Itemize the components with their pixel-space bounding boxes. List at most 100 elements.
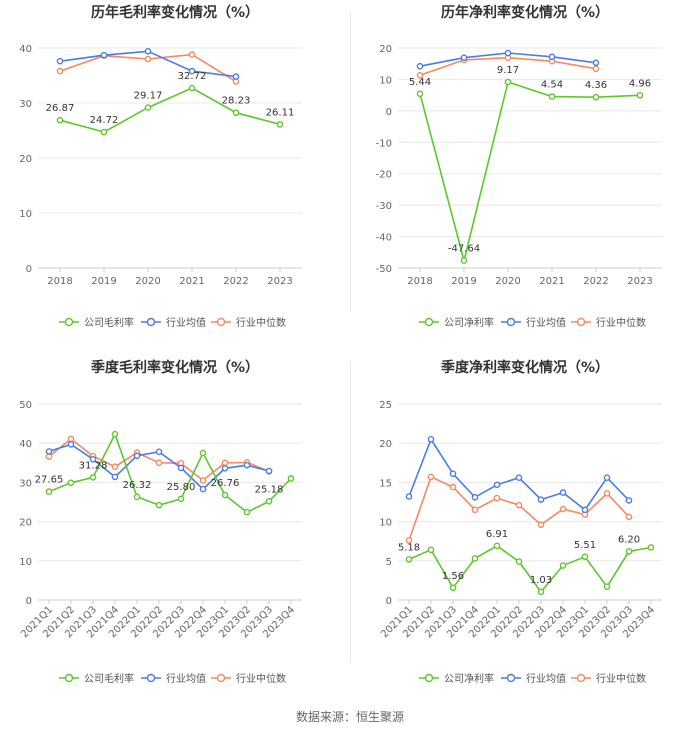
data-point-industry_avg (188, 67, 196, 75)
y-tick-label: 0 (386, 596, 392, 607)
data-point-industry_median (155, 459, 163, 467)
data-point-industry_median (559, 505, 567, 513)
data-source: 数据来源：恒生聚源 (295, 710, 404, 724)
y-tick-label: 40 (19, 44, 32, 55)
data-label: 4.54 (541, 80, 563, 91)
data-point-industry_avg (67, 441, 75, 448)
data-point-company (67, 479, 75, 487)
data-point-industry_avg (133, 452, 141, 460)
data-point-company (537, 588, 545, 596)
y-tick-label: 10 (379, 75, 392, 86)
x-tick-label: 2019 (91, 276, 116, 287)
y-tick-label: -40 (376, 233, 392, 244)
data-label: 28.23 (222, 96, 251, 107)
legend-marker (146, 317, 156, 327)
data-point-industry_median (427, 473, 435, 481)
chart-title: 历年毛利率变化情况（%） (91, 4, 259, 21)
data-point-industry_avg (493, 481, 501, 489)
x-tick-label: 2022 (583, 276, 608, 287)
legend-label: 行业均值 (526, 672, 566, 685)
legend-marker (216, 673, 226, 683)
data-point-industry_avg (427, 435, 435, 443)
data-point-company (603, 583, 611, 590)
data-point-company (548, 93, 556, 100)
chart-title: 历年净利率变化情况（%） (441, 4, 609, 21)
x-tick-label: 2020 (135, 276, 160, 287)
x-tick-label: 2018 (407, 276, 432, 287)
legend-label: 行业中位数 (236, 316, 286, 329)
data-point-industry_avg (199, 485, 207, 493)
data-point-industry_median (144, 55, 152, 63)
legend-label: 行业中位数 (596, 316, 646, 329)
data-point-company (460, 257, 468, 264)
data-point-company (221, 491, 229, 499)
x-tick-label: 2021 (539, 276, 564, 287)
legend-label: 行业中位数 (236, 672, 286, 685)
legend-industry-avg: 行业均值 (501, 672, 566, 685)
legend-industry-avg: 行业均值 (141, 672, 206, 685)
data-point-industry_median (188, 51, 196, 58)
series-line-company (48, 432, 292, 514)
data-point-company (232, 109, 240, 117)
legend-marker (506, 317, 516, 327)
x-tick-label: 2022 (223, 276, 248, 287)
data-point-industry_avg (111, 473, 119, 481)
data-label: 1.56 (442, 571, 464, 582)
data-point-company (625, 548, 633, 555)
x-tick-label: 2019 (451, 276, 476, 287)
series-line-company (419, 80, 641, 261)
data-point-industry_avg (100, 51, 108, 59)
data-point-industry_avg (625, 497, 633, 504)
data-point-company (416, 90, 424, 98)
y-tick-label: -10 (376, 138, 392, 149)
data-point-company (449, 584, 457, 592)
y-tick-label: -50 (376, 264, 392, 275)
data-point-industry_median (199, 477, 207, 484)
data-point-industry_avg (471, 493, 479, 501)
data-point-industry_median (592, 65, 600, 73)
series-line-industry_avg (59, 50, 237, 78)
data-point-industry_avg (548, 53, 556, 61)
data-point-company (188, 84, 196, 92)
data-label: 6.20 (618, 534, 640, 545)
data-label: 25.18 (255, 484, 284, 495)
chart-title: 季度净利率变化情况（%） (440, 359, 609, 376)
data-label: 27.65 (35, 475, 64, 486)
data-label: 25.80 (167, 482, 196, 493)
data-point-industry_avg (405, 493, 413, 500)
legend-marker (576, 317, 586, 327)
legend-marker (64, 317, 74, 327)
data-label: 5.44 (409, 77, 431, 88)
data-point-industry_avg (232, 73, 240, 80)
data-point-industry_median (537, 521, 545, 529)
legend-label: 行业均值 (526, 316, 566, 329)
legend-marker (424, 317, 434, 327)
data-label: 26.76 (211, 478, 240, 489)
panel-divider (350, 12, 351, 312)
data-point-company (89, 474, 97, 481)
data-point-industry_median (603, 490, 611, 497)
legend-label: 行业均值 (166, 316, 206, 329)
data-point-company (559, 562, 567, 569)
legend-label: 行业均值 (166, 672, 206, 685)
data-point-industry_avg (56, 57, 64, 65)
data-point-industry_avg (581, 506, 589, 514)
data-point-company (265, 497, 273, 505)
legend-company: 公司净利率 (419, 316, 494, 329)
data-point-industry_avg (177, 464, 185, 472)
y-tick-label: 5 (386, 557, 392, 568)
legend-marker (216, 317, 226, 327)
y-tick-label: 0 (26, 596, 32, 607)
legend-company: 公司毛利率 (59, 672, 134, 685)
chart-panel-4: 季度净利率变化情况（%）05101520252021Q12021Q22021Q3… (379, 359, 662, 685)
data-point-company (243, 508, 251, 516)
data-point-company (504, 78, 512, 86)
legend-label: 公司净利率 (444, 672, 494, 685)
data-point-company (471, 555, 479, 562)
data-point-company (133, 493, 141, 501)
legend-industry-median: 行业中位数 (571, 672, 646, 685)
data-point-company (45, 488, 53, 495)
data-point-industry_median (493, 494, 501, 502)
data-point-industry_avg (515, 474, 523, 481)
